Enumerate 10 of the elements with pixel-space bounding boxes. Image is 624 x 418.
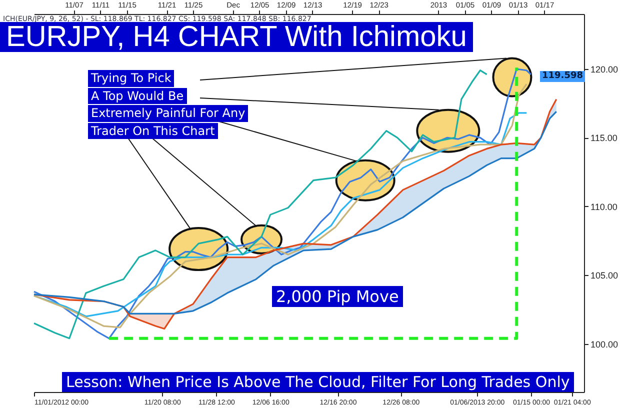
y-tick-label: 105.00: [590, 270, 618, 281]
annotation: Lesson: When Price Is Above The Cloud, Filter For Long Trades Only: [62, 372, 574, 392]
annotation: 119.598: [540, 71, 585, 82]
annotation: Trying To Pick A Top Would Be Extremely Painful For Any Trader On This Chart: [90, 70, 246, 139]
y-tick-label: 120.00: [590, 64, 618, 74]
annotation: 2,000 Pip Move: [272, 286, 403, 307]
y-tick-label: 110.00: [590, 202, 618, 212]
y-tick-label: 100.00: [590, 339, 618, 350]
y-tick-label: 115.00: [590, 133, 618, 144]
chart-title: EURJPY, H4 CHART With Ichimoku: [0, 21, 473, 53]
